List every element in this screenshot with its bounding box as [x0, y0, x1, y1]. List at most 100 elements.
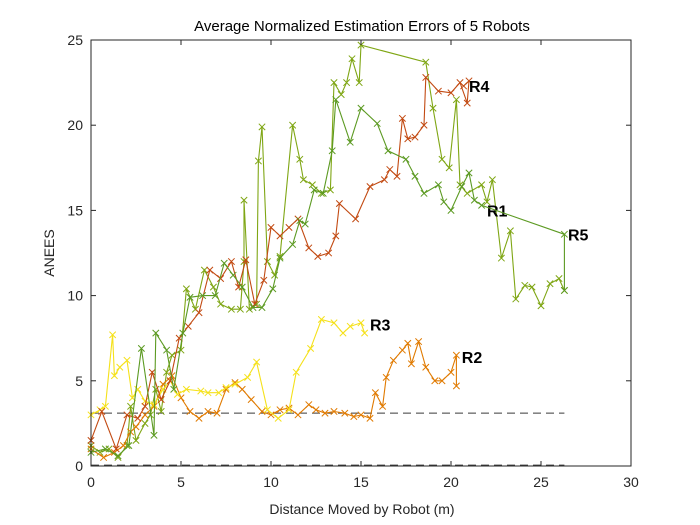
data-point-r2-9 [168, 372, 176, 380]
data-point-r4-5 [141, 402, 149, 410]
data-point-r2-45 [452, 382, 460, 390]
data-point-r5-32 [411, 172, 419, 180]
data-point-r4-25 [325, 249, 333, 257]
data-point-r5-17 [258, 303, 266, 312]
data-point-r3-23 [274, 414, 282, 422]
data-point-r1-10 [157, 407, 165, 416]
data-point-r1-48 [463, 189, 471, 197]
data-point-r2-25 [312, 406, 320, 414]
data-point-r3-18 [222, 384, 230, 392]
data-point-r4-35 [411, 133, 419, 141]
data-point-r5-18 [269, 285, 277, 293]
data-point-r5-30 [384, 147, 392, 155]
chart-title: Average Normalized Estimation Errors of … [194, 18, 530, 35]
data-point-r1-11 [163, 368, 171, 376]
y-tick-label-20: 20 [67, 117, 83, 133]
data-point-r5-22 [301, 220, 309, 228]
data-point-r2-39 [415, 338, 423, 346]
data-point-r4-10 [184, 322, 192, 330]
data-point-r3-16 [204, 389, 212, 397]
data-point-r1-20 [236, 305, 244, 313]
data-point-r5-42 [560, 286, 568, 295]
data-point-r1-42 [422, 58, 430, 66]
data-point-r1-6 [132, 436, 140, 444]
data-point-r4-12 [206, 266, 214, 274]
data-point-r5-35 [440, 198, 448, 206]
data-point-r4-1 [98, 407, 106, 416]
data-point-r5-33 [420, 189, 428, 197]
data-point-r5-10 [186, 293, 194, 301]
data-point-r1-3 [114, 453, 122, 462]
data-point-r1-58 [546, 280, 554, 288]
data-point-r5-11 [199, 292, 207, 300]
data-point-r3-14 [182, 385, 190, 393]
data-point-r2-34 [382, 373, 390, 381]
data-point-r1-40 [355, 79, 363, 87]
data-point-r2-38 [407, 360, 415, 368]
data-point-r1-41 [357, 41, 365, 49]
data-point-r4-2 [112, 445, 120, 453]
data-point-r5-41 [560, 230, 568, 238]
data-point-r1-13 [177, 346, 185, 354]
data-point-r1-19 [227, 305, 235, 313]
data-point-r5-5 [150, 431, 158, 439]
data-point-r1-36 [330, 79, 338, 87]
data-point-r4-16 [242, 256, 250, 264]
series-label-r2: R2 [462, 350, 483, 367]
data-point-r2-44 [452, 351, 460, 359]
data-point-r4-20 [276, 232, 284, 240]
data-point-r4-6 [148, 368, 156, 376]
data-point-r4-19 [267, 223, 275, 231]
data-point-r4-41 [463, 99, 471, 107]
data-point-r3-20 [244, 373, 252, 381]
data-point-r5-36 [447, 206, 455, 214]
x-tick-label-0: 0 [87, 474, 95, 490]
x-tick-label-25: 25 [533, 474, 549, 490]
series-label-r3: R3 [370, 318, 391, 335]
data-point-r4-33 [398, 114, 406, 122]
series-label-r4: R4 [469, 79, 490, 96]
data-point-r2-27 [330, 407, 338, 416]
data-point-r2-24 [305, 401, 313, 409]
data-point-r1-55 [521, 281, 529, 289]
series-line-r2 [90, 339, 457, 459]
data-point-r2-21 [276, 406, 284, 414]
data-point-r1-38 [343, 79, 351, 87]
data-point-r3-17 [215, 389, 223, 397]
data-point-r2-41 [431, 377, 439, 385]
data-point-r5-15 [238, 283, 246, 291]
data-point-r1-16 [200, 266, 208, 274]
data-point-r3-19 [231, 380, 239, 388]
data-point-r1-51 [488, 176, 496, 184]
data-point-r4-13 [217, 275, 225, 283]
data-point-r1-22 [240, 196, 248, 204]
data-point-r5-4 [137, 344, 145, 352]
data-point-r2-3 [119, 441, 127, 450]
data-point-r4-3 [123, 411, 131, 419]
data-point-r2-17 [238, 385, 246, 393]
data-point-r3-32 [361, 329, 369, 337]
data-point-r3-31 [357, 319, 365, 327]
data-point-r2-26 [321, 409, 329, 417]
data-point-r4-11 [195, 309, 203, 317]
y-tick-label-15: 15 [67, 202, 83, 218]
data-point-r2-13 [204, 407, 212, 416]
data-point-r2-18 [247, 395, 255, 404]
series-r5 [87, 96, 568, 460]
data-point-r5-12 [211, 292, 219, 300]
data-point-r5-8 [170, 385, 178, 393]
data-point-r3-22 [263, 406, 271, 414]
data-point-r5-20 [289, 240, 297, 249]
data-point-r1-14 [182, 285, 190, 293]
data-point-r4-23 [305, 244, 313, 252]
x-axis-label: Distance Moved by Robot (m) [269, 501, 454, 517]
data-point-r2-32 [371, 389, 379, 397]
data-point-r2-33 [379, 402, 387, 410]
data-point-r1-35 [326, 186, 334, 194]
data-point-r5-23 [310, 186, 318, 194]
data-point-r5-29 [373, 119, 381, 128]
data-point-r1-17 [209, 283, 217, 291]
data-point-r4-18 [260, 276, 268, 284]
data-point-r2-35 [389, 356, 397, 364]
data-point-r4-36 [420, 121, 428, 129]
